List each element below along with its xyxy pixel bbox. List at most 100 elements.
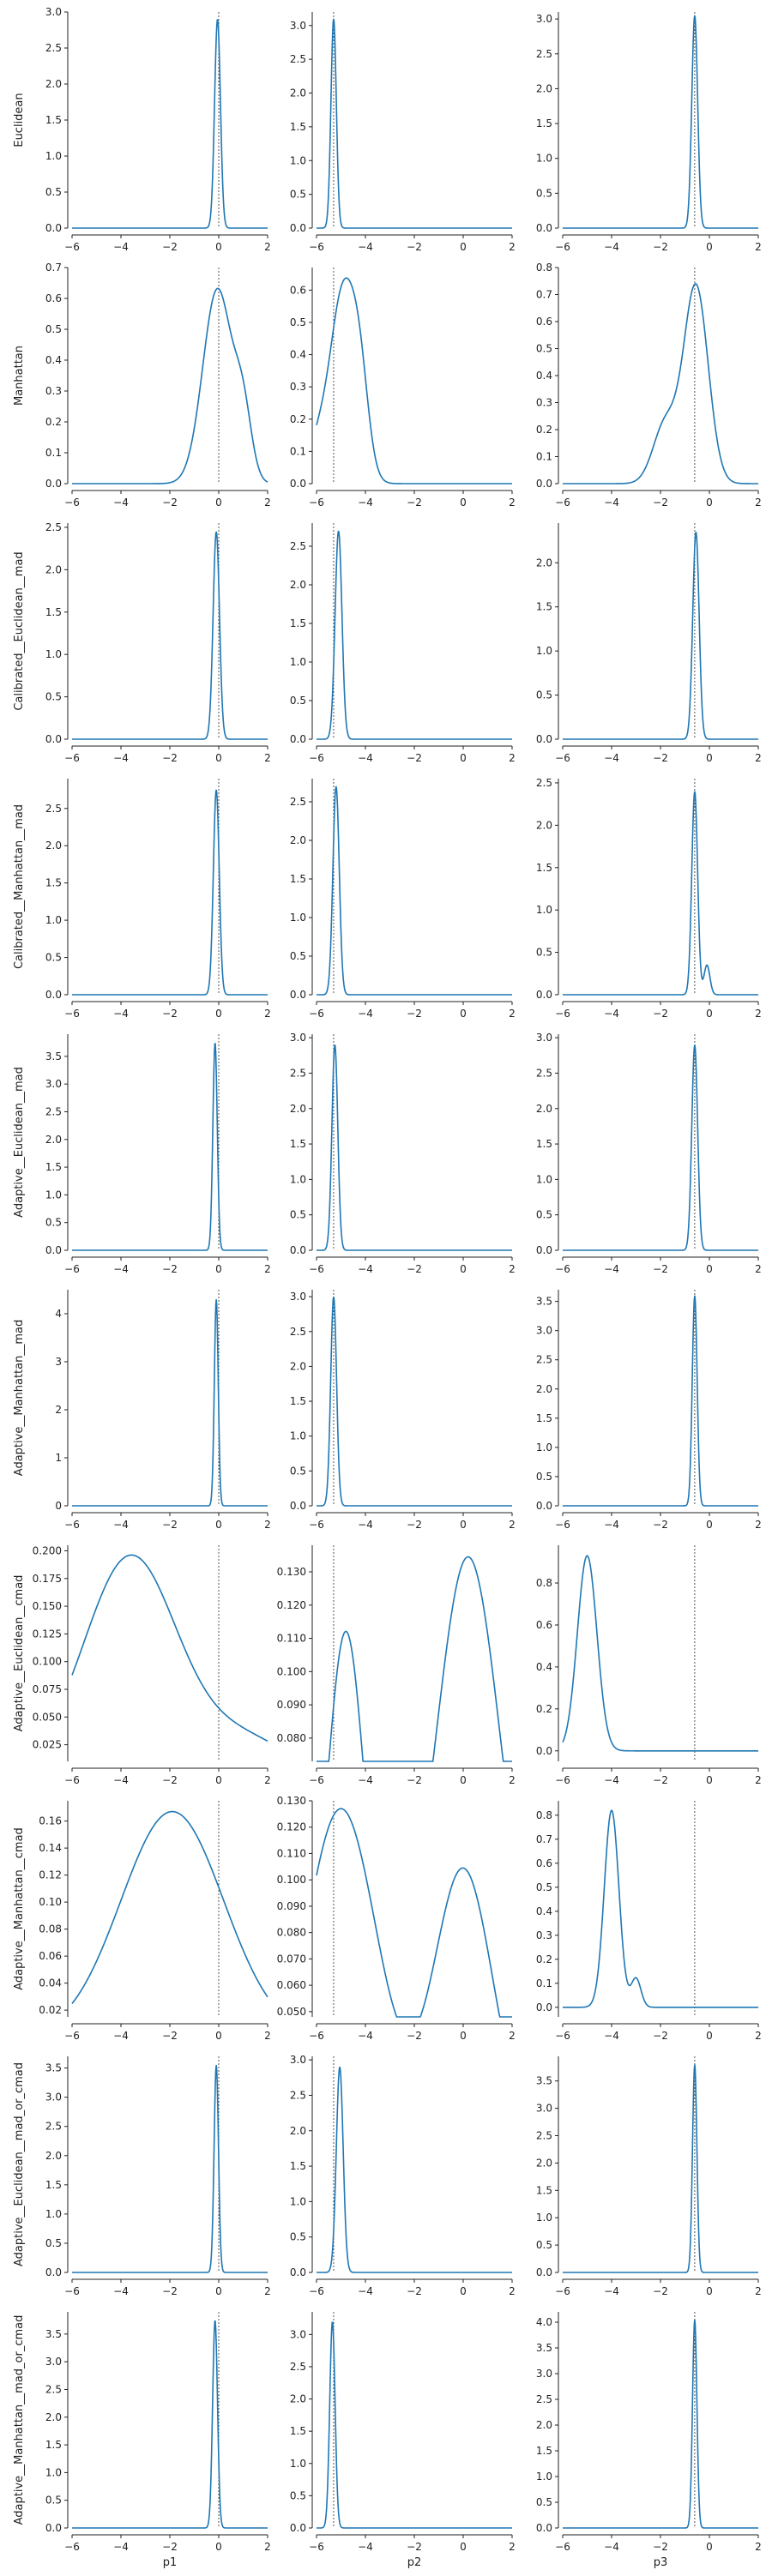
y-tick-label-r1c2-8: 0.8 xyxy=(536,262,552,274)
y-tick-label-r2c2-3: 1.5 xyxy=(536,601,552,613)
x-tick-label-r3c1-1: −4 xyxy=(358,1008,373,1020)
x-tick-label-r0c2-4: 2 xyxy=(755,241,762,253)
density-curve-r3c1 xyxy=(317,785,512,996)
y-tick-label-r6c0-4: 0.125 xyxy=(33,1628,62,1640)
y-tick-label-r0c1-0: 0.0 xyxy=(290,222,306,234)
y-tick-label-r4c0-4: 2.0 xyxy=(45,1134,62,1146)
x-tick-label-r8c0-0: −6 xyxy=(64,2285,80,2297)
row-label-3: Calibrated__Manhattan__mad xyxy=(13,804,26,969)
x-tick-label-r4c0-4: 2 xyxy=(264,1263,271,1275)
density-curve-r5c1 xyxy=(317,1296,512,1507)
y-tick-label-r1c1-4: 0.4 xyxy=(290,349,306,361)
x-tick-label-r4c2-3: 0 xyxy=(706,1263,713,1275)
y-tick-label-r1c1-0: 0.0 xyxy=(290,478,306,490)
x-tick-label-r4c1-3: 0 xyxy=(460,1263,467,1275)
x-tick-label-r4c2-1: −4 xyxy=(604,1263,619,1275)
y-tick-label-r4c0-5: 2.5 xyxy=(45,1105,62,1117)
x-tick-label-r9c2-2: −2 xyxy=(653,2541,668,2553)
density-curve-r4c0 xyxy=(72,1043,268,1251)
x-tick-label-r9c2-4: 2 xyxy=(755,2541,762,2553)
y-tick-label-r5c1-1: 0.5 xyxy=(290,1465,306,1477)
x-tick-label-r3c2-4: 2 xyxy=(755,1008,762,1020)
y-tick-label-r7c2-3: 0.3 xyxy=(536,1929,552,1941)
y-tick-label-r0c0-3: 1.5 xyxy=(45,114,62,126)
x-tick-label-r4c0-0: −6 xyxy=(64,1263,80,1275)
x-tick-label-r7c2-4: 2 xyxy=(755,2030,762,2042)
y-tick-label-r7c1-1: 0.060 xyxy=(277,1979,306,1991)
y-tick-label-r7c2-8: 0.8 xyxy=(536,1809,552,1821)
y-tick-label-r9c0-0: 0.0 xyxy=(45,2522,62,2534)
x-tick-label-r8c2-4: 2 xyxy=(755,2285,762,2297)
x-tick-label-r8c2-0: −6 xyxy=(555,2285,570,2297)
y-tick-label-r7c0-5: 0.12 xyxy=(39,1869,62,1881)
x-axis-label-0: p1 xyxy=(163,2556,178,2569)
y-tick-label-r9c0-1: 0.5 xyxy=(45,2495,62,2507)
y-tick-label-r6c2-0: 0.0 xyxy=(536,1745,552,1757)
y-tick-label-r2c0-4: 2.0 xyxy=(45,563,62,575)
y-tick-label-r9c2-4: 2.0 xyxy=(536,2419,552,2431)
row-label-2: Calibrated__Euclidean__mad xyxy=(13,551,26,710)
y-tick-label-r5c0-2: 2 xyxy=(55,1404,62,1416)
y-tick-label-r7c0-4: 0.10 xyxy=(39,1896,62,1908)
x-tick-label-r2c0-1: −4 xyxy=(113,752,129,764)
x-tick-label-r6c1-3: 0 xyxy=(460,1774,467,1786)
x-tick-label-r2c2-4: 2 xyxy=(755,752,762,764)
y-tick-label-r8c1-3: 1.5 xyxy=(290,2160,306,2172)
x-tick-label-r8c1-4: 2 xyxy=(509,2285,516,2297)
y-tick-label-r0c2-5: 2.5 xyxy=(536,48,552,60)
row-label-1: Manhattan xyxy=(13,346,26,406)
x-tick-label-r3c2-1: −4 xyxy=(604,1008,619,1020)
x-tick-label-r6c0-2: −2 xyxy=(162,1774,178,1786)
y-tick-label-r1c1-3: 0.3 xyxy=(290,381,306,393)
y-tick-label-r7c0-0: 0.02 xyxy=(39,2004,62,2016)
y-tick-label-r0c0-6: 3.0 xyxy=(45,6,62,18)
y-tick-label-r0c0-1: 0.5 xyxy=(45,186,62,198)
y-tick-label-r7c0-6: 0.14 xyxy=(39,1842,62,1854)
y-tick-label-r9c2-3: 1.5 xyxy=(536,2445,552,2457)
y-tick-label-r8c0-2: 1.0 xyxy=(45,2208,62,2220)
x-tick-label-r5c1-0: −6 xyxy=(309,1519,324,1531)
x-tick-label-r0c2-0: −6 xyxy=(555,241,570,253)
x-tick-label-r0c0-4: 2 xyxy=(264,241,271,253)
y-tick-label-r8c2-5: 2.5 xyxy=(536,2130,552,2142)
y-tick-label-r6c2-3: 0.6 xyxy=(536,1619,552,1631)
row-label-6: Adaptive__Euclidean__cmad xyxy=(13,1575,26,1732)
x-tick-label-r8c2-1: −4 xyxy=(604,2285,619,2297)
y-tick-label-r5c2-0: 0.0 xyxy=(536,1500,552,1512)
density-curve-r5c2 xyxy=(563,1295,758,1507)
x-tick-label-r2c0-0: −6 xyxy=(64,752,80,764)
y-tick-label-r6c1-0: 0.080 xyxy=(277,1732,306,1744)
y-tick-label-r0c1-2: 1.0 xyxy=(290,154,306,166)
x-tick-label-r3c0-3: 0 xyxy=(215,1008,222,1020)
density-curve-r2c2 xyxy=(563,532,758,740)
x-tick-label-r4c1-2: −2 xyxy=(407,1263,422,1275)
x-tick-label-r7c1-2: −2 xyxy=(407,2030,422,2042)
density-curve-r3c2 xyxy=(563,791,758,996)
y-tick-label-r9c2-8: 4.0 xyxy=(536,2316,552,2328)
y-tick-label-r3c1-1: 0.5 xyxy=(290,950,306,962)
density-curve-r9c0 xyxy=(72,2320,268,2529)
density-curve-r2c1 xyxy=(317,530,512,740)
x-tick-label-r0c0-3: 0 xyxy=(215,241,222,253)
x-tick-label-r2c0-2: −2 xyxy=(162,752,178,764)
y-tick-label-r4c0-3: 1.5 xyxy=(45,1161,62,1173)
y-tick-label-r9c0-2: 1.0 xyxy=(45,2466,62,2478)
y-tick-label-r2c1-0: 0.0 xyxy=(290,733,306,745)
x-tick-label-r0c2-3: 0 xyxy=(706,241,713,253)
density-curve-r8c1 xyxy=(317,2067,512,2273)
y-tick-label-r6c0-1: 0.050 xyxy=(33,1711,62,1723)
x-tick-label-r8c1-1: −4 xyxy=(358,2285,373,2297)
x-tick-label-r5c1-4: 2 xyxy=(509,1519,516,1531)
y-tick-label-r1c0-2: 0.2 xyxy=(45,416,62,428)
x-tick-label-r3c1-3: 0 xyxy=(460,1008,467,1020)
y-tick-label-r9c0-7: 3.5 xyxy=(45,2328,62,2340)
x-tick-label-r1c2-2: −2 xyxy=(653,497,668,509)
y-tick-label-r4c2-6: 3.0 xyxy=(536,1032,552,1044)
x-tick-label-r2c2-2: −2 xyxy=(653,752,668,764)
y-tick-label-r1c1-6: 0.6 xyxy=(290,284,306,296)
row-label-0: Euclidean xyxy=(13,93,26,147)
y-tick-label-r7c1-4: 0.090 xyxy=(277,1900,306,1912)
density-curve-r8c0 xyxy=(72,2065,268,2273)
x-tick-label-r1c0-4: 2 xyxy=(264,497,271,509)
y-tick-label-r6c0-7: 0.200 xyxy=(33,1544,62,1556)
